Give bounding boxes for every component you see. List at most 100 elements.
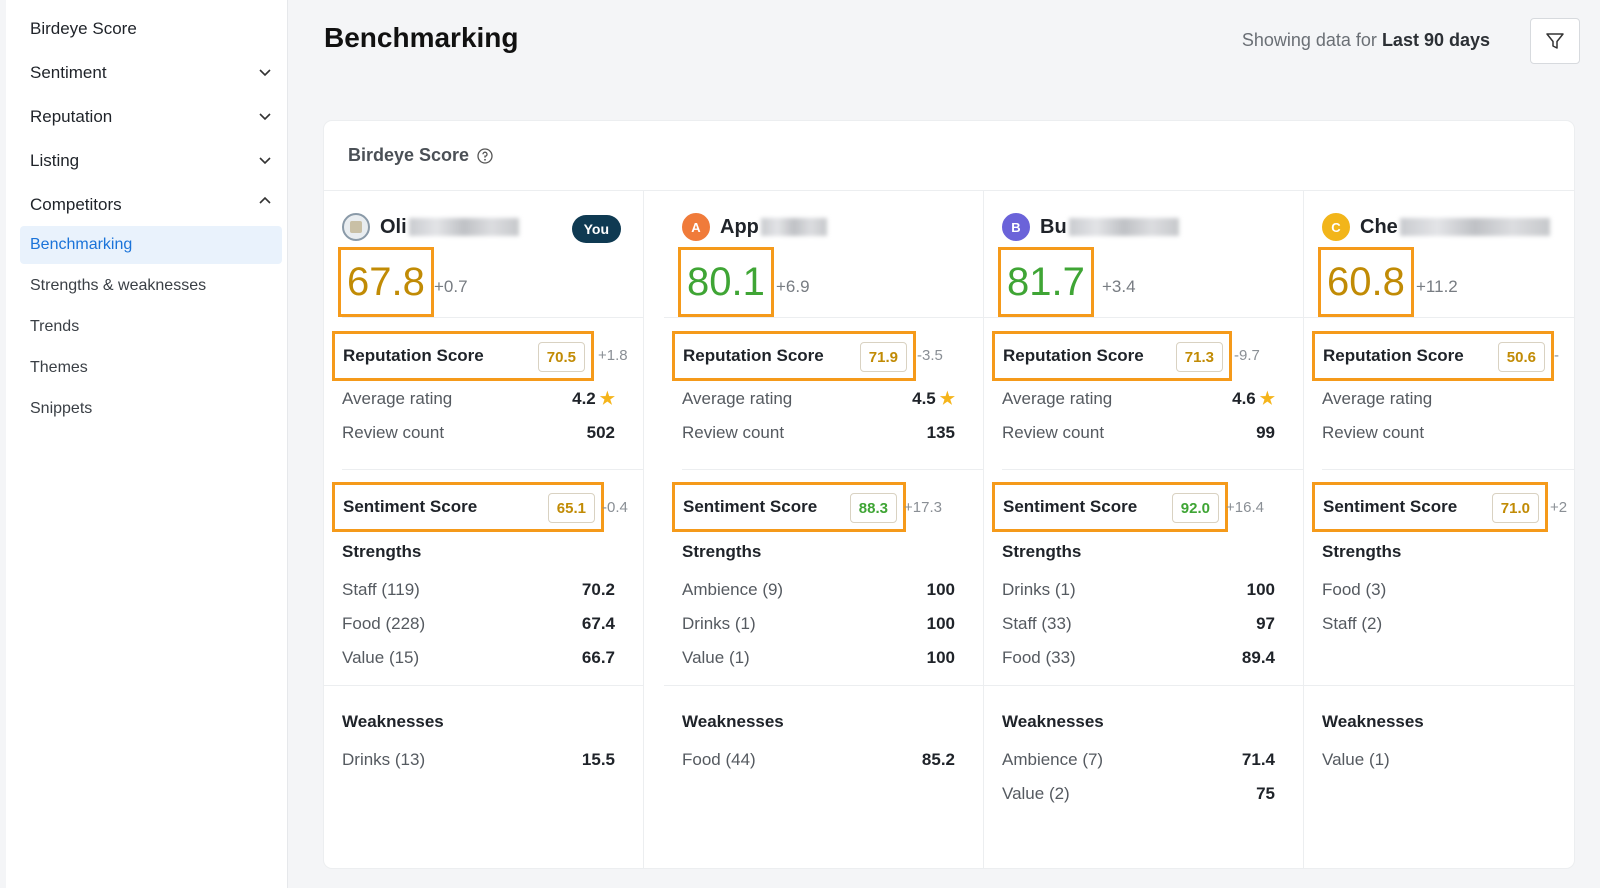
sub-item-benchmarking[interactable]: Benchmarking xyxy=(20,226,282,264)
average-rating-number: 4.2 xyxy=(572,389,596,408)
reputation-score-box: Reputation Score 71.9 xyxy=(672,331,916,381)
sentiment-delta: +17.3 xyxy=(904,499,942,516)
strength-name: Food (3) xyxy=(1322,580,1387,599)
weakness-name: Value (1) xyxy=(1322,750,1390,769)
sentiment-score-label: Sentiment Score xyxy=(343,497,478,516)
average-rating-value: 4.6 ★ xyxy=(1232,389,1275,409)
strengths-title: Strengths xyxy=(682,542,762,561)
strength-name: Staff (33) xyxy=(1002,614,1072,633)
birdeye-score-value: 67.8 xyxy=(338,247,434,317)
weakness-row: Drinks (13) 15.5 xyxy=(342,750,615,770)
strength-name: Drinks (1) xyxy=(1002,580,1076,599)
business-name-text: Che xyxy=(1360,215,1398,238)
sidebar-item-birdeye-score[interactable]: Birdeye Score xyxy=(24,10,286,48)
business-header[interactable]: Oli xyxy=(342,213,519,241)
row-divider xyxy=(984,317,1303,318)
sidebar-item-reputation[interactable]: Reputation xyxy=(24,98,286,136)
strength-name: Value (1) xyxy=(682,648,750,667)
reputation-score-label: Reputation Score xyxy=(1323,346,1464,365)
page-title: Benchmarking xyxy=(324,22,519,53)
row-divider xyxy=(1322,469,1574,470)
sidebar-item-sentiment[interactable]: Sentiment xyxy=(24,54,286,92)
review-count-row: Review count 99 xyxy=(1002,423,1275,443)
card-divider xyxy=(324,190,1574,191)
card-title-text: Birdeye Score xyxy=(348,145,470,165)
review-count-row: Review count 135 xyxy=(682,423,955,443)
weakness-row: Value (2) 75 xyxy=(1002,784,1275,804)
business-name: App xyxy=(720,216,827,239)
sidebar-item-label: Sentiment xyxy=(30,63,107,82)
business-header[interactable]: A App xyxy=(682,213,827,241)
weakness-name: Value (2) xyxy=(1002,784,1070,803)
avatar xyxy=(342,213,370,241)
weakness-value: 71.4 xyxy=(1241,750,1275,769)
star-icon: ★ xyxy=(599,389,615,408)
birdeye-score-value: 60.8 xyxy=(1318,247,1414,317)
average-rating-number: 4.5 xyxy=(912,389,936,408)
business-name: Oli xyxy=(380,216,519,239)
birdeye-score-value: 81.7 xyxy=(998,247,1094,317)
row-divider xyxy=(342,317,643,318)
weakness-value: 75 xyxy=(1256,784,1275,803)
business-name-text: Bu xyxy=(1040,215,1067,238)
weakness-row: Food (44) 85.2 xyxy=(682,750,955,770)
reputation-score-pill: 71.3 xyxy=(1175,342,1223,372)
sub-item-strengths-weaknesses[interactable]: Strengths & weaknesses xyxy=(20,267,282,305)
sidebar-item-listing[interactable]: Listing xyxy=(24,142,286,180)
strength-value: 70.2 xyxy=(581,580,615,599)
strength-value: 97 xyxy=(1256,614,1275,633)
reputation-delta: +1.8 xyxy=(598,347,628,364)
weaknesses-title: Weaknesses xyxy=(1002,712,1104,731)
reputation-score-label: Reputation Score xyxy=(1003,346,1144,365)
average-rating-label: Average rating xyxy=(1002,389,1113,408)
avatar: A xyxy=(682,213,710,241)
row-divider xyxy=(342,469,643,470)
reputation-delta: -9.7 xyxy=(1234,347,1260,364)
business-header[interactable]: C Che xyxy=(1322,213,1550,241)
strengths-title: Strengths xyxy=(1322,542,1402,561)
sentiment-score-box: Sentiment Score 65.1 xyxy=(332,482,604,532)
average-rating-label: Average rating xyxy=(342,389,453,408)
sentiment-delta: +16.4 xyxy=(1226,499,1264,516)
strength-value: 100 xyxy=(926,614,955,633)
strength-row: Value (15) 66.7 xyxy=(342,648,615,668)
strength-name: Food (33) xyxy=(1002,648,1076,667)
strength-name: Drinks (1) xyxy=(682,614,756,633)
sidebar: Birdeye Score Sentiment Reputation Listi… xyxy=(6,0,288,888)
redacted-blur xyxy=(760,218,827,237)
strength-value: 66.7 xyxy=(581,648,615,667)
review-count-value: 502 xyxy=(586,423,615,442)
chevron-down-icon xyxy=(259,157,271,165)
reputation-score-pill: 70.5 xyxy=(537,342,585,372)
row-divider xyxy=(984,685,1303,686)
weakness-value: 85.2 xyxy=(921,750,955,769)
avatar: C xyxy=(1322,213,1350,241)
sidebar-item-competitors[interactable]: Competitors xyxy=(24,186,286,224)
review-count-row: Review count 502 xyxy=(342,423,615,443)
sub-item-themes[interactable]: Themes xyxy=(20,349,282,387)
redacted-blur xyxy=(1068,218,1179,237)
redacted-blur xyxy=(408,218,519,237)
business-header[interactable]: B Bu xyxy=(1002,213,1179,241)
strengths-title: Strengths xyxy=(342,542,422,561)
star-icon: ★ xyxy=(1259,389,1275,408)
average-rating-row: Average rating 4 xyxy=(1322,389,1574,409)
strength-name: Ambience (9) xyxy=(682,580,784,599)
review-count-label: Review count xyxy=(1002,423,1105,442)
competitor-column: C Che 60.8 +11.2 Reputation Score 50.6 -… xyxy=(1304,191,1574,868)
strength-row: Staff (119) 70.2 xyxy=(342,580,615,600)
sub-item-snippets[interactable]: Snippets xyxy=(20,390,282,428)
sub-item-label: Snippets xyxy=(30,400,93,417)
sub-item-trends[interactable]: Trends xyxy=(20,308,282,346)
sentiment-score-box: Sentiment Score 88.3 xyxy=(672,482,906,532)
filter-button[interactable] xyxy=(1530,18,1580,64)
sub-item-label: Benchmarking xyxy=(30,236,133,253)
average-rating-value: 4.5 ★ xyxy=(912,389,955,409)
competitor-column: B Bu 81.7 +3.4 Reputation Score 71.3 -9.… xyxy=(984,191,1304,868)
weakness-row: Value (1) xyxy=(1322,750,1574,770)
sub-item-label: Themes xyxy=(30,359,88,376)
strength-value: 100 xyxy=(1246,580,1275,599)
help-circle-icon[interactable] xyxy=(477,147,493,164)
sentiment-score-box: Sentiment Score 92.0 xyxy=(992,482,1228,532)
sidebar-item-label: Competitors xyxy=(30,195,122,214)
